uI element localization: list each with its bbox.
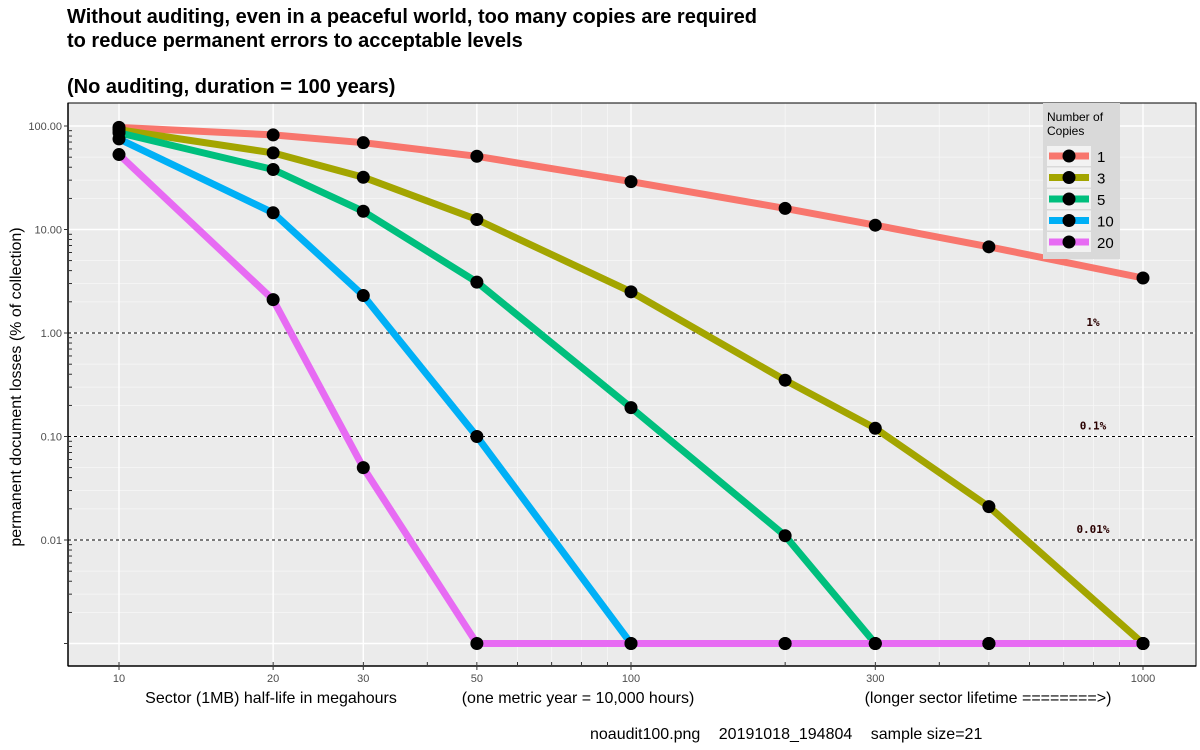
data-point-5 xyxy=(624,401,638,415)
data-point-1 xyxy=(470,149,484,163)
x-tick-label: 100 xyxy=(622,673,640,685)
data-point-5 xyxy=(778,529,792,543)
data-point-3 xyxy=(470,212,484,226)
footer-sample-size: sample size=21 xyxy=(870,726,983,743)
y-tick-label: 10.00 xyxy=(34,225,62,237)
y-axis-label: permanent document losses (% of collecti… xyxy=(8,227,25,546)
y-tick-label: 1.00 xyxy=(41,328,62,340)
x-tick-label: 1000 xyxy=(1131,673,1155,685)
chart-title-line-1: Without auditing, even in a peaceful wor… xyxy=(67,6,757,28)
data-point-10 xyxy=(470,430,484,443)
chart-subtitle: (No auditing, duration = 100 years) xyxy=(67,76,396,98)
data-point-1 xyxy=(624,175,638,189)
data-point-20 xyxy=(470,637,484,650)
x-tick-label: 30 xyxy=(357,673,369,685)
data-point-3 xyxy=(982,500,996,514)
x-axis-label-3: (longer sector lifetime ========>) xyxy=(865,690,1112,707)
footer-filename: noaudit100.png xyxy=(590,726,701,743)
footer-timestamp: 20191018_194804 xyxy=(718,726,853,743)
y-tick-label: 0.10 xyxy=(41,432,62,444)
legend-label-20: 20 xyxy=(1097,235,1114,252)
data-point-10 xyxy=(356,289,370,303)
chart-title-line-2: to reduce permanent errors to acceptable… xyxy=(67,30,523,52)
footer: noaudit100.png 20191018_194804 sample si… xyxy=(590,726,996,744)
plot-background xyxy=(68,103,1196,666)
data-point-20 xyxy=(982,637,996,650)
data-point-1 xyxy=(356,136,370,150)
x-tick-label: 300 xyxy=(866,673,884,685)
data-point-20 xyxy=(112,148,126,162)
reference-lines: 1% 0.1% 0.01% xyxy=(68,316,1196,541)
data-point-20 xyxy=(356,461,370,475)
legend-title: Copies xyxy=(1047,124,1084,138)
data-point-1 xyxy=(868,218,882,232)
legend-key-point-5 xyxy=(1062,192,1076,206)
data-point-10 xyxy=(266,206,280,220)
data-point-5 xyxy=(356,204,370,218)
data-point-20 xyxy=(1136,637,1150,650)
x-axis-label-1: Sector (1MB) half-life in megahours xyxy=(145,690,397,707)
legend-label-1: 1 xyxy=(1097,149,1105,166)
data-point-1 xyxy=(1136,271,1150,285)
x-tick-label: 10 xyxy=(113,673,125,685)
x-tick-labels: 10 20 30 50 100 300 1000 xyxy=(113,662,1155,685)
reference-line-label: 1% xyxy=(1086,316,1100,329)
legend-key-point-10 xyxy=(1062,214,1076,227)
data-point-5 xyxy=(266,162,280,176)
legend-key-point-20 xyxy=(1062,235,1076,249)
legend-label-10: 10 xyxy=(1097,214,1114,231)
data-point-20 xyxy=(624,637,638,650)
y-tick-labels: 100.00 10.00 1.00 0.10 0.01 xyxy=(28,121,72,644)
plot-border xyxy=(67,102,1197,667)
legend-key-point-3 xyxy=(1062,171,1076,184)
reference-line-label: 0.1% xyxy=(1080,420,1107,433)
y-tick-label: 0.01 xyxy=(41,535,62,547)
reference-line-label: 0.01% xyxy=(1076,523,1109,536)
legend-title: Number of xyxy=(1047,110,1104,124)
legend-label-5: 5 xyxy=(1097,192,1105,209)
axes xyxy=(67,102,1197,667)
data-point-20 xyxy=(778,637,792,650)
data-point-1 xyxy=(266,128,280,142)
data-point-10 xyxy=(112,132,126,146)
data-point-20 xyxy=(868,637,882,650)
data-point-1 xyxy=(778,201,792,215)
data-point-3 xyxy=(868,421,882,435)
x-tick-label: 20 xyxy=(267,673,279,685)
data-point-1 xyxy=(982,240,996,254)
legend-label-3: 3 xyxy=(1097,171,1105,188)
data-point-5 xyxy=(470,275,484,289)
x-axis-label-2: (one metric year = 10,000 hours) xyxy=(462,690,695,707)
data-point-3 xyxy=(356,170,370,184)
data-point-20 xyxy=(266,293,280,307)
x-tick-label: 50 xyxy=(471,673,483,685)
legend-key-point-1 xyxy=(1062,149,1076,163)
series-points xyxy=(112,120,1150,650)
data-point-3 xyxy=(266,146,280,160)
data-point-3 xyxy=(624,285,638,299)
y-tick-label: 100.00 xyxy=(28,121,62,133)
data-point-3 xyxy=(778,373,792,387)
